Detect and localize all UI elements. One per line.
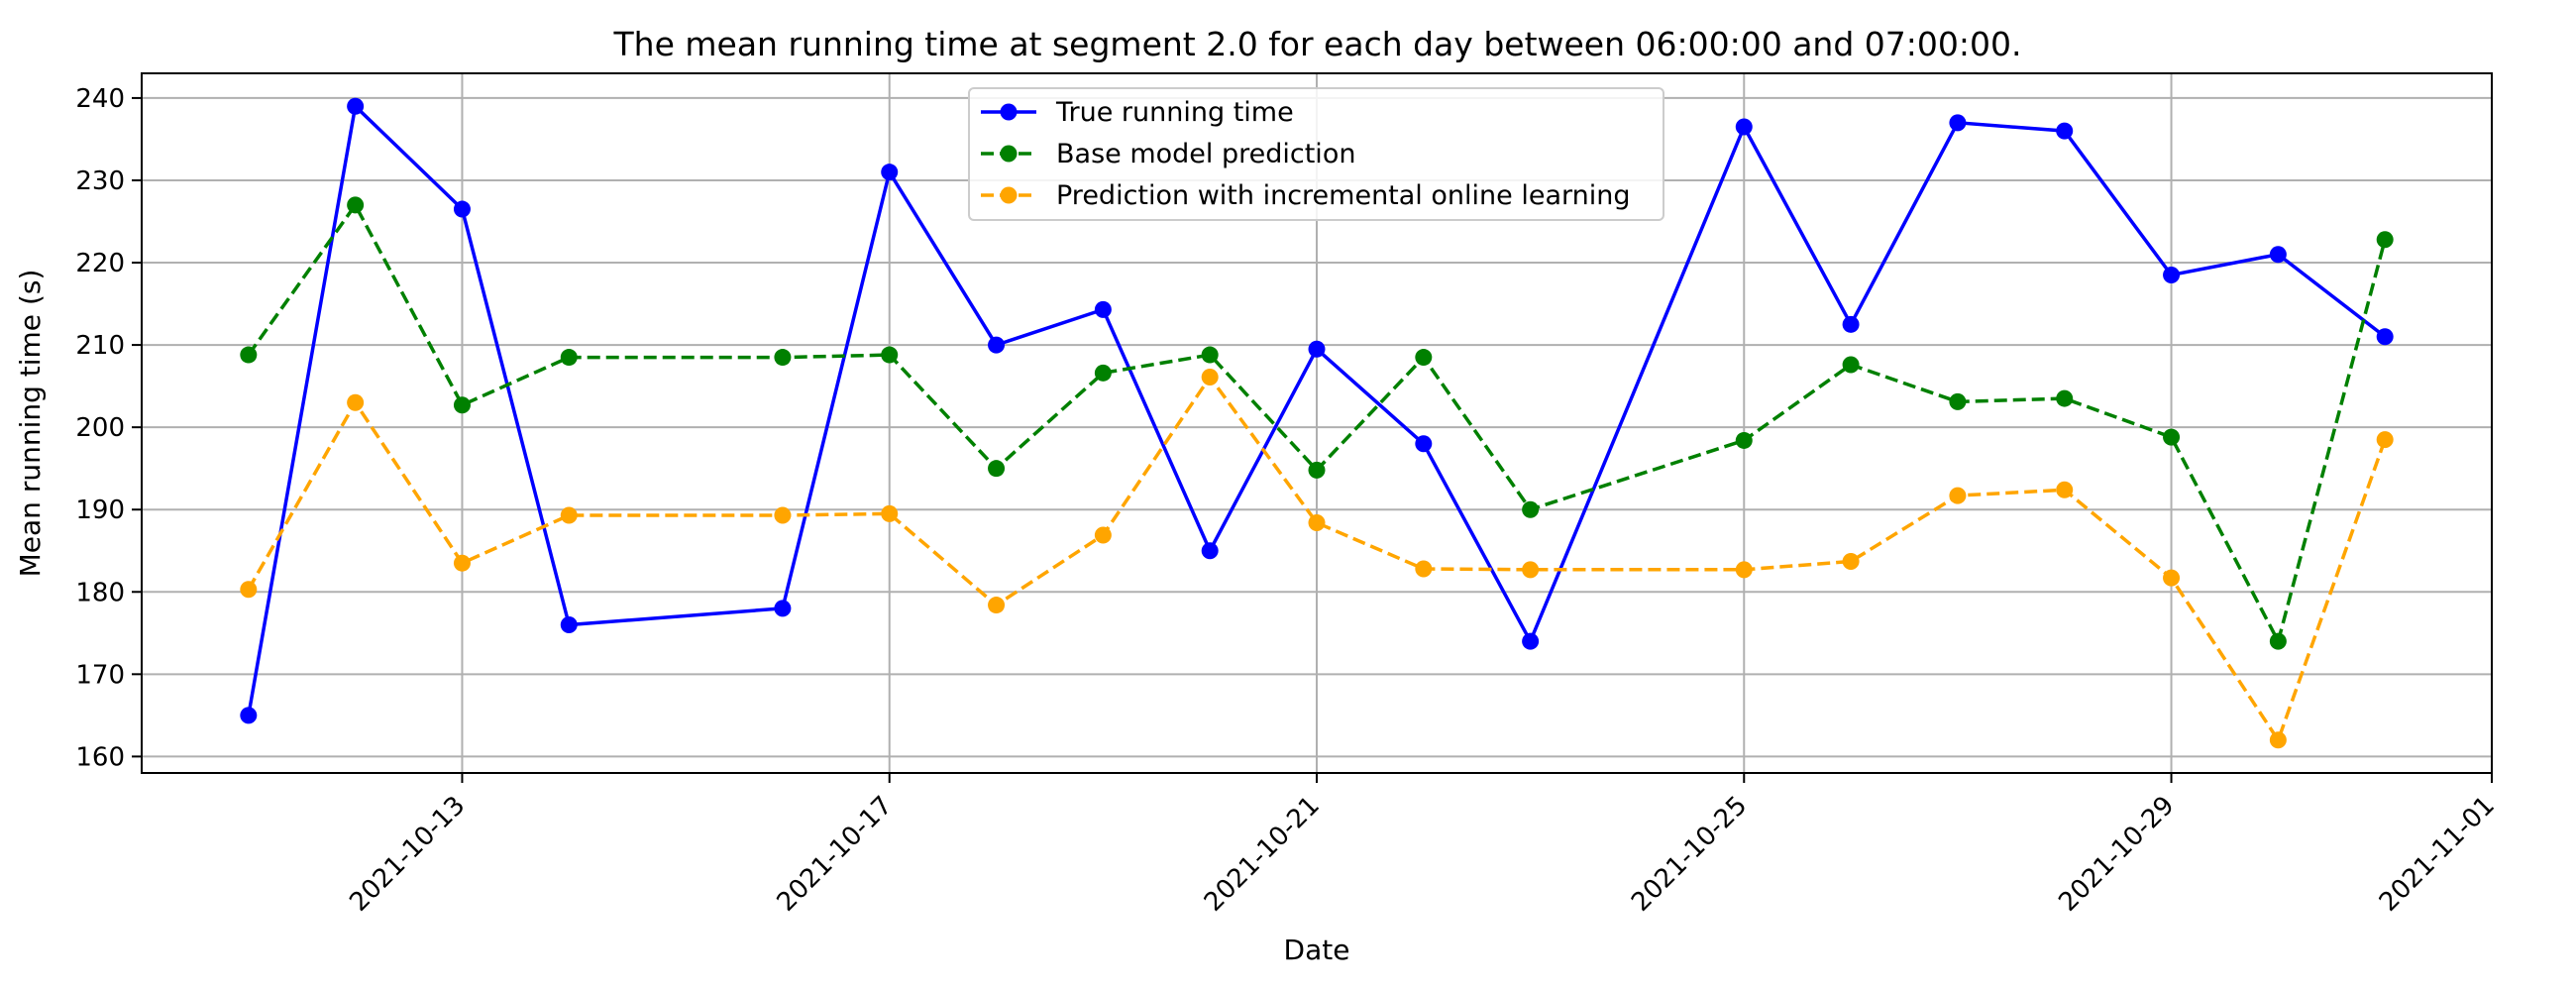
data-point — [453, 200, 471, 218]
y-tick-label: 240 — [75, 84, 125, 114]
data-point — [1522, 561, 1540, 579]
data-point — [988, 597, 1006, 614]
y-tick-label: 170 — [75, 660, 125, 690]
data-point — [2376, 328, 2394, 346]
data-point — [240, 707, 258, 724]
data-point — [881, 504, 899, 522]
x-tick-label: 2021-10-13 — [344, 791, 471, 918]
data-point — [774, 600, 792, 617]
x-tick-label: 2021-10-17 — [772, 791, 899, 918]
data-point — [2056, 481, 2074, 498]
data-point — [2163, 266, 2181, 283]
data-point — [1094, 526, 1112, 544]
legend-entry: Base model prediction — [981, 139, 1355, 169]
data-point — [2269, 731, 2287, 749]
legend-label: Base model prediction — [1056, 139, 1355, 169]
data-point — [774, 349, 792, 367]
data-point — [2163, 569, 2181, 587]
legend-label: Prediction with incremental online learn… — [1056, 180, 1631, 211]
data-point — [1522, 500, 1540, 518]
data-point — [240, 581, 258, 599]
data-point — [560, 349, 578, 367]
x-tick-label: 2021-10-29 — [2053, 791, 2180, 918]
data-point — [988, 460, 1006, 478]
y-tick-label: 160 — [75, 742, 125, 772]
data-point — [453, 554, 471, 572]
x-tick-label: 2021-11-01 — [2374, 791, 2501, 918]
data-point — [560, 615, 578, 633]
x-axis-label: Date — [1284, 934, 1350, 966]
data-point — [2163, 428, 2181, 446]
chart-title: The mean running time at segment 2.0 for… — [613, 25, 2022, 63]
y-tick-label: 210 — [75, 331, 125, 361]
data-point — [1842, 356, 1860, 374]
legend-marker — [1000, 186, 1018, 204]
data-point — [881, 346, 899, 364]
data-point — [1949, 487, 1967, 504]
legend-marker — [1000, 145, 1018, 163]
data-point — [347, 196, 365, 214]
data-point — [2056, 389, 2074, 407]
data-point — [1949, 114, 1967, 132]
data-point — [1308, 461, 1326, 479]
y-tick-label: 230 — [75, 166, 125, 196]
data-point — [1842, 553, 1860, 571]
series-1 — [240, 97, 2394, 724]
data-point — [347, 393, 365, 411]
data-point — [240, 346, 258, 364]
y-tick-label: 200 — [75, 413, 125, 443]
data-point — [988, 336, 1006, 354]
data-point — [2056, 122, 2074, 140]
legend-entry: True running time — [981, 97, 1294, 128]
data-point — [560, 506, 578, 524]
data-point — [1735, 561, 1753, 579]
x-tick-label: 2021-10-21 — [1199, 791, 1326, 918]
data-point — [1201, 368, 1219, 385]
data-point — [2376, 231, 2394, 249]
series-layer — [240, 97, 2394, 749]
y-tick-label: 220 — [75, 249, 125, 278]
legend-marker — [1000, 103, 1018, 121]
plot-frame — [141, 72, 2493, 774]
data-point — [1415, 349, 1433, 367]
data-point — [2269, 246, 2287, 264]
data-point — [347, 97, 365, 115]
legend-label: True running time — [1055, 97, 1294, 128]
data-point — [774, 506, 792, 524]
legend: True running time Base model prediction Pr… — [968, 87, 1664, 221]
data-point — [1735, 118, 1753, 136]
data-point — [1949, 392, 1967, 410]
legend-entry: Prediction with incremental online learn… — [981, 180, 1631, 211]
x-tick-label: 2021-10-25 — [1626, 791, 1753, 918]
legend-box — [968, 87, 1664, 221]
y-axis-label: Mean running time (s) — [14, 270, 47, 578]
data-point — [1522, 632, 1540, 650]
data-point — [1308, 340, 1326, 358]
data-point — [1094, 364, 1112, 382]
data-point — [2269, 632, 2287, 650]
y-tick-label: 190 — [75, 496, 125, 525]
data-point — [453, 396, 471, 414]
data-point — [1842, 315, 1860, 333]
data-point — [1735, 431, 1753, 449]
data-point — [2376, 431, 2394, 449]
data-point — [1415, 560, 1433, 578]
y-tick-label: 180 — [75, 578, 125, 607]
data-point — [1308, 514, 1326, 532]
series-3 — [240, 368, 2394, 749]
series-2 — [240, 196, 2394, 650]
data-point — [1094, 300, 1112, 318]
data-point — [1415, 435, 1433, 453]
data-point — [881, 164, 899, 181]
data-point — [1201, 346, 1219, 364]
data-point — [1201, 542, 1219, 560]
